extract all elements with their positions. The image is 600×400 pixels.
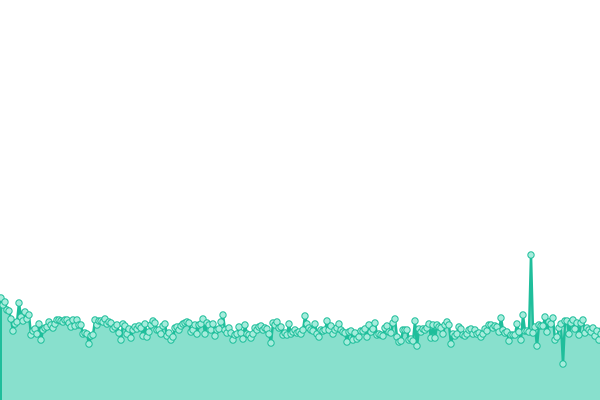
data-point: [209, 320, 217, 328]
data-point: [207, 326, 215, 334]
data-point: [519, 311, 527, 319]
data-point: [115, 329, 123, 337]
data-point: [37, 336, 45, 344]
data-point: [549, 314, 557, 322]
data-point: [323, 317, 331, 325]
data-point: [383, 322, 391, 330]
data-point: [565, 330, 573, 338]
data-point: [219, 311, 227, 319]
data-point: [141, 320, 149, 328]
data-point: [515, 328, 523, 336]
data-point: [127, 334, 135, 342]
data-point: [235, 323, 243, 331]
data-point: [215, 325, 223, 333]
data-point: [517, 336, 525, 344]
data-point: [409, 337, 417, 345]
data-point: [237, 329, 245, 337]
data-point: [541, 313, 549, 321]
data-point: [595, 336, 600, 344]
data-point: [239, 335, 247, 343]
data-point: [299, 326, 307, 334]
data-point: [391, 315, 399, 323]
data-point: [33, 330, 41, 338]
data-point: [579, 316, 587, 324]
data-point: [497, 314, 505, 322]
data-point: [539, 322, 547, 330]
data-point: [1, 298, 9, 306]
data-point: [193, 330, 201, 338]
data-point: [267, 339, 275, 347]
data-point: [387, 329, 395, 337]
data-point: [9, 327, 17, 335]
data-point: [547, 320, 555, 328]
data-point: [335, 320, 343, 328]
series-area: [1, 255, 600, 400]
data-point: [413, 342, 421, 350]
data-point: [411, 317, 419, 325]
data-point: [35, 320, 43, 328]
data-point: [369, 325, 377, 333]
data-point: [217, 318, 225, 326]
data-point: [447, 340, 455, 348]
data-point: [445, 321, 453, 329]
data-point: [513, 320, 521, 328]
data-point: [343, 338, 351, 346]
data-point: [85, 340, 93, 348]
data-point: [397, 337, 405, 345]
data-point: [533, 342, 541, 350]
data-point: [543, 328, 551, 336]
data-point: [277, 323, 285, 331]
data-point: [529, 329, 537, 337]
data-point: [15, 299, 23, 307]
data-point: [431, 334, 439, 342]
data-point: [113, 321, 121, 329]
data-point: [483, 327, 491, 335]
data-point: [311, 320, 319, 328]
data-point: [117, 336, 125, 344]
data-point: [439, 330, 447, 338]
data-point: [575, 331, 583, 339]
data-point: [457, 325, 465, 333]
data-point: [553, 333, 561, 341]
data-point: [285, 320, 293, 328]
data-point: [25, 311, 33, 319]
data-point: [371, 319, 379, 327]
data-point: [7, 315, 15, 323]
data-point: [201, 330, 209, 338]
data-point: [5, 307, 13, 315]
data-point: [211, 332, 219, 340]
data-point: [241, 321, 249, 329]
data-point: [379, 332, 387, 340]
data-point: [77, 321, 85, 329]
data-point: [151, 319, 159, 327]
data-point: [505, 337, 513, 345]
data-point: [89, 331, 97, 339]
data-point: [169, 333, 177, 341]
data-point: [355, 333, 363, 341]
data-point: [597, 330, 600, 338]
data-point: [571, 325, 579, 333]
data-point: [315, 333, 323, 341]
data-point: [157, 330, 165, 338]
data-point: [145, 328, 153, 336]
data-point: [559, 360, 567, 368]
data-point: [185, 319, 193, 327]
data-point: [527, 251, 535, 259]
data-point: [265, 330, 273, 338]
data-point: [301, 312, 309, 320]
data-point: [363, 333, 371, 341]
data-point: [403, 326, 411, 334]
data-point: [161, 320, 169, 328]
